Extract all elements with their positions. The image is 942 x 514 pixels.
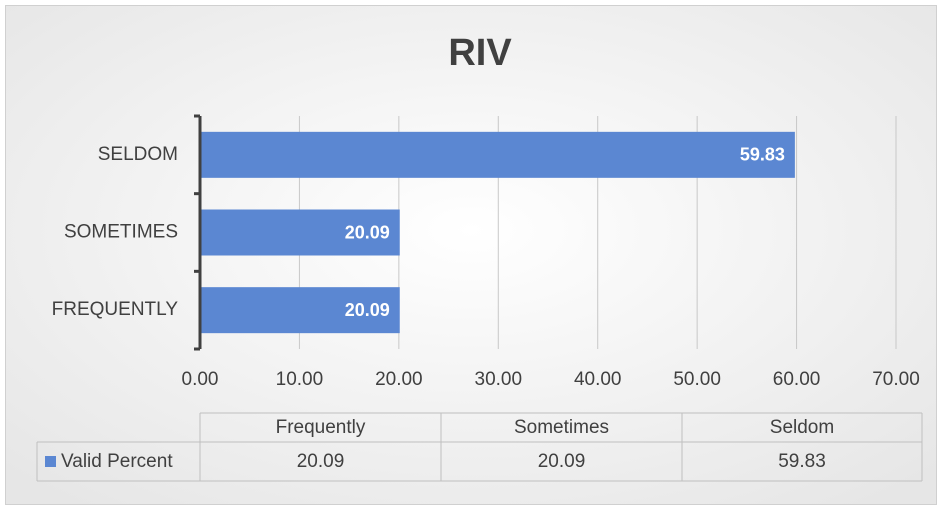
y-tick-label: FREQUENTLY: [52, 299, 179, 320]
table-value: 20.09: [297, 451, 345, 472]
table-value: 20.09: [538, 451, 586, 472]
x-tick-label: 30.00: [475, 369, 523, 390]
x-tick-label: 50.00: [673, 369, 721, 390]
bar: [200, 209, 400, 256]
x-tick-label: 40.00: [574, 369, 622, 390]
data-label: 20.09: [345, 222, 390, 242]
chart-area: [5, 5, 937, 505]
y-tick-label: SELDOM: [98, 144, 178, 165]
bar: [200, 287, 400, 334]
bar: [200, 131, 795, 178]
chart-title: RIV: [448, 32, 512, 74]
x-tick-label: 10.00: [276, 369, 324, 390]
x-tick-label: 70.00: [872, 369, 920, 390]
table-value: 59.83: [778, 451, 826, 472]
legend-label: Valid Percent: [61, 451, 173, 472]
table-header: Seldom: [770, 417, 834, 438]
data-label: 59.83: [740, 145, 785, 165]
x-tick-label: 20.00: [375, 369, 423, 390]
x-tick-label: 60.00: [773, 369, 821, 390]
data-label: 20.09: [345, 300, 390, 320]
legend-key: [45, 456, 56, 467]
x-tick-label: 0.00: [182, 369, 219, 390]
table-header: Frequently: [276, 417, 366, 438]
table-header: Sometimes: [514, 417, 609, 438]
y-tick-label: SOMETIMES: [64, 222, 178, 243]
